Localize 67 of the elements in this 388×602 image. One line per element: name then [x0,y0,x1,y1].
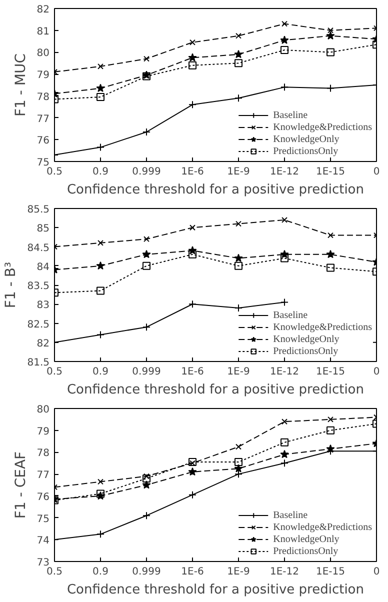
x-tick-label: 1E-6 [181,566,204,578]
x-tick-label: 0.5 [46,166,62,178]
x-tick-label: 0 [373,166,380,178]
legend-label: KnowledgeOnly [273,533,340,545]
legend-label: Baseline [273,509,308,521]
y-tick-label: 75 [36,514,50,525]
y-tick-label: 80 [36,48,50,60]
y-tick-label: 85 [36,224,50,235]
y-tick-label: 76 [36,136,50,147]
x-tick-label: 1E-12 [270,566,300,578]
x-tick-label: 1E-12 [270,166,300,178]
x-tick-label: 0.5 [46,566,62,578]
legend-label: Baseline [273,309,308,321]
y-axis-title: F1 - B³ [3,262,20,308]
x-tick-label: 0.999 [132,166,161,178]
legend-label: Knowledge&Predictions [273,321,372,333]
x-tick-label: 1E-15 [316,166,346,178]
y-tick-label: 73 [36,558,50,568]
y-tick-label: 83.5 [27,281,50,292]
x-tick-label: 1E-9 [227,366,250,378]
x-tick-label: 1E-15 [316,366,346,378]
legend-label: Baseline [273,109,308,121]
x-axis-title: Confidence threshold for a positive prediction [66,382,364,398]
x-tick-label: 1E-9 [227,166,250,178]
y-tick-label: 75 [36,158,50,168]
y-tick-label: 74 [36,536,50,547]
y-tick-label: 84 [36,262,50,273]
y-axis-title: F1 - MUC [12,53,29,117]
y-tick-label: 78 [36,92,50,103]
legend-label: PredictionsOnly [273,145,338,157]
legend-label: KnowledgeOnly [273,333,340,345]
x-tick-label: 0.999 [132,566,161,578]
x-tick-label: 0.5 [46,366,62,378]
y-tick-label: 82 [36,338,50,350]
x-axis-title: Confidence threshold for a positive prediction [66,582,364,598]
y-tick-label: 80 [36,404,50,416]
y-tick-label: 82 [36,4,50,16]
y-tick-label: 77 [36,470,50,482]
legend-label: KnowledgeOnly [273,133,340,145]
legend-label: Knowledge&Predictions [273,121,372,133]
y-tick-label: 79 [36,426,50,438]
y-tick-label: 76 [36,492,50,503]
x-axis-title: Confidence threshold for a positive prediction [66,182,364,198]
legend-label: Knowledge&Predictions [273,521,372,533]
x-tick-label: 1E-6 [181,366,204,378]
y-tick-label: 81.5 [27,358,50,368]
x-tick-label: 1E-9 [227,566,250,578]
x-tick-label: 1E-6 [181,166,204,178]
y-tick-label: 79 [36,70,50,82]
y-tick-label: 82.5 [27,319,50,330]
y-tick-label: 81 [36,26,50,38]
legend-label: PredictionsOnly [273,345,338,357]
x-tick-label: 0.999 [132,366,161,378]
x-tick-label: 0.9 [92,366,108,378]
x-tick-label: 0.9 [92,566,108,578]
x-tick-label: 1E-12 [270,366,300,378]
x-tick-label: 1E-15 [316,566,346,578]
y-tick-label: 77 [36,114,50,125]
x-tick-label: 0.9 [92,166,108,178]
y-tick-label: 83 [36,300,50,312]
y-axis-title: F1 - CEAF [12,451,29,519]
y-tick-label: 85.5 [27,204,50,216]
x-tick-label: 0 [373,566,380,578]
y-tick-label: 78 [36,448,50,460]
legend-label: PredictionsOnly [273,545,338,557]
x-tick-label: 0 [373,366,380,378]
y-tick-label: 84.5 [27,242,50,254]
